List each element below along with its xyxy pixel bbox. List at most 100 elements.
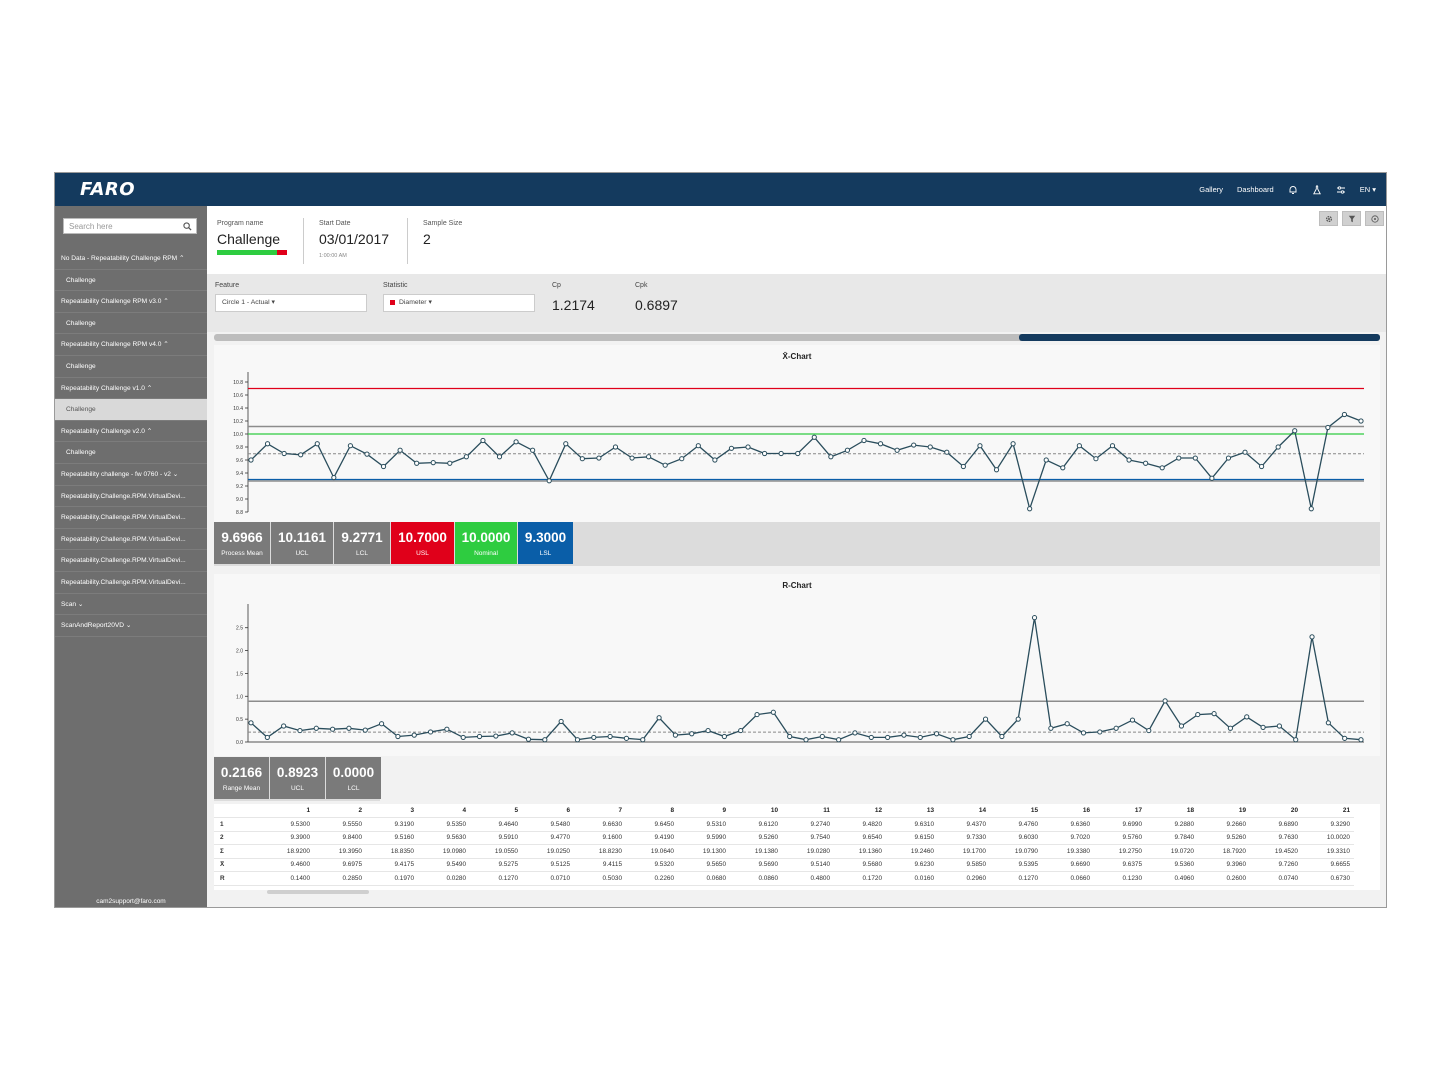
data-point[interactable] — [395, 733, 401, 740]
sidebar-item[interactable]: Repeatability Challenge RPM v4.0 ⌃ — [55, 334, 207, 356]
data-point[interactable] — [894, 447, 900, 453]
data-point[interactable] — [480, 437, 486, 444]
sidebar-item[interactable]: Scan ⌄ — [55, 594, 207, 616]
data-point[interactable] — [705, 727, 711, 734]
data-point[interactable] — [966, 733, 972, 740]
data-point[interactable] — [281, 723, 287, 729]
data-point[interactable] — [1048, 725, 1054, 731]
data-point[interactable] — [672, 732, 679, 738]
data-point[interactable] — [1209, 475, 1215, 481]
data-point[interactable] — [1159, 465, 1165, 471]
data-point[interactable] — [1176, 455, 1182, 461]
sliders-icon[interactable] — [1336, 185, 1346, 195]
data-point[interactable] — [623, 735, 630, 741]
feature-select[interactable]: Circle 1 - Actual ▾ — [215, 294, 367, 312]
data-point[interactable] — [1292, 428, 1298, 434]
data-point[interactable] — [546, 478, 552, 484]
data-point[interactable] — [248, 720, 254, 726]
data-point[interactable] — [728, 445, 735, 451]
data-point[interactable] — [493, 733, 499, 739]
data-point[interactable] — [1010, 441, 1016, 447]
data-point[interactable] — [574, 737, 581, 743]
data-point[interactable] — [828, 454, 834, 460]
data-point[interactable] — [795, 450, 801, 457]
data-point[interactable] — [476, 733, 483, 740]
data-point[interactable] — [346, 725, 352, 731]
data-point[interactable] — [313, 725, 319, 731]
sidebar-subitem[interactable]: Challenge — [55, 356, 207, 378]
data-point[interactable] — [1097, 729, 1103, 735]
data-point[interactable] — [933, 731, 940, 737]
data-point[interactable] — [281, 450, 287, 457]
data-point[interactable] — [1178, 723, 1185, 729]
data-point[interactable] — [689, 731, 695, 737]
sidebar-item[interactable]: Repeatability.Challenge.RPM.VirtualDevi.… — [55, 529, 207, 551]
data-point[interactable] — [414, 460, 420, 466]
data-point[interactable] — [264, 734, 270, 741]
data-point[interactable] — [314, 441, 320, 447]
data-point[interactable] — [1244, 714, 1250, 720]
data-point[interactable] — [656, 715, 662, 721]
data-point[interactable] — [1309, 634, 1315, 640]
gallery-link[interactable]: Gallery — [1199, 185, 1224, 194]
sidebar-item[interactable]: Repeatability Challenge v1.0 ⌃ — [55, 378, 207, 400]
data-point[interactable] — [712, 457, 718, 463]
data-point[interactable] — [819, 733, 825, 740]
data-point[interactable] — [607, 733, 613, 740]
sidebar-item[interactable]: Repeatability.Challenge.RPM.VirtualDevi.… — [55, 507, 207, 529]
timeline-scrollbar[interactable] — [214, 334, 1380, 341]
sidebar-item[interactable]: No Data - Repeatability Challenge RPM ⌃ — [55, 248, 207, 270]
sidebar-subitem[interactable]: Challenge — [55, 399, 207, 421]
data-point[interactable] — [331, 474, 337, 481]
settings-button[interactable] — [1319, 211, 1338, 226]
data-point[interactable] — [1293, 737, 1299, 743]
data-point[interactable] — [496, 454, 503, 460]
data-point[interactable] — [579, 456, 585, 462]
data-point[interactable] — [761, 450, 768, 457]
data-point[interactable] — [1192, 455, 1198, 461]
data-point[interactable] — [950, 737, 956, 743]
data-point[interactable] — [1258, 463, 1265, 470]
filter-button[interactable] — [1342, 211, 1361, 226]
sidebar-item[interactable]: ScanAndReport20VD ⌄ — [55, 615, 207, 637]
data-point[interactable] — [745, 444, 751, 450]
bell-icon[interactable] — [1288, 185, 1298, 195]
support-email[interactable]: cam2support@faro.com — [96, 898, 166, 905]
data-point[interactable] — [447, 460, 453, 466]
data-point[interactable] — [525, 736, 532, 742]
data-point[interactable] — [330, 726, 336, 732]
sidebar-item[interactable]: Repeatability.Challenge.RPM.VirtualDevi.… — [55, 572, 207, 594]
data-point[interactable] — [911, 442, 917, 448]
data-point[interactable] — [298, 452, 304, 458]
data-point[interactable] — [1060, 465, 1066, 471]
sidebar-item[interactable]: Repeatability.Challenge.RPM.VirtualDevi.… — [55, 486, 207, 508]
data-point[interactable] — [297, 727, 303, 734]
sidebar-item[interactable]: Repeatability Challenge RPM v3.0 ⌃ — [55, 291, 207, 313]
data-point[interactable] — [982, 716, 989, 722]
data-point[interactable] — [563, 441, 569, 447]
data-point[interactable] — [1225, 455, 1232, 461]
data-point[interactable] — [877, 441, 884, 447]
data-point[interactable] — [1358, 418, 1364, 424]
data-point[interactable] — [558, 718, 564, 725]
data-point[interactable] — [612, 444, 619, 450]
data-point[interactable] — [460, 734, 466, 741]
data-point[interactable] — [509, 730, 515, 736]
data-point[interactable] — [1242, 449, 1248, 455]
data-point[interactable] — [770, 709, 776, 715]
data-point[interactable] — [1126, 457, 1132, 463]
data-point[interactable] — [1027, 506, 1033, 512]
sidebar-subitem[interactable]: Challenge — [55, 442, 207, 464]
data-point[interactable] — [629, 455, 635, 461]
data-point[interactable] — [1043, 457, 1049, 463]
language-selector[interactable]: EN ▾ — [1359, 185, 1376, 194]
data-point[interactable] — [1342, 735, 1348, 741]
data-point[interactable] — [901, 732, 907, 738]
data-point[interactable] — [844, 447, 851, 453]
search-icon[interactable] — [183, 222, 192, 231]
data-point[interactable] — [1064, 721, 1070, 727]
data-point[interactable] — [1076, 443, 1082, 449]
data-point[interactable] — [679, 456, 685, 462]
data-point[interactable] — [264, 441, 271, 447]
faro-logo[interactable]: FARO — [80, 179, 136, 200]
